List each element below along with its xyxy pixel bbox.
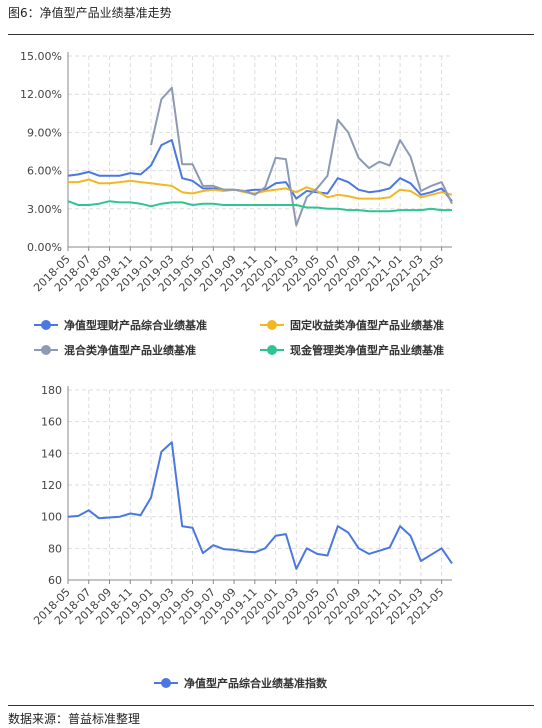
y-tick-label: 160 xyxy=(41,416,62,429)
legend-label: 固定收益类净值型产品业绩基准 xyxy=(290,318,444,332)
legend-item-cash[interactable]: 现金管理类净值型产品业绩基准 xyxy=(260,343,444,357)
legend-swatch-dot xyxy=(41,320,51,330)
bottom-rule xyxy=(8,705,534,706)
legend-item-index[interactable]: 净值型产品综合业绩基准指数 xyxy=(154,676,328,690)
chart-1: 0.00%3.00%6.00%9.00%12.00%15.00%2018-052… xyxy=(20,50,453,357)
y-tick-label: 0.00% xyxy=(27,241,62,254)
legend-label: 净值型产品综合业绩基准指数 xyxy=(184,676,328,690)
series-line-composite xyxy=(67,139,453,202)
y-tick-label: 60 xyxy=(48,574,62,587)
legend-label: 混合类净值型产品业绩基准 xyxy=(64,343,196,357)
legend-swatch-dot xyxy=(41,345,51,355)
source-note: 数据来源：普益标准整理 xyxy=(8,712,141,726)
y-tick-label: 9.00% xyxy=(27,126,62,139)
series-line-cash xyxy=(67,200,452,213)
legend-swatch-dot xyxy=(161,678,171,688)
series-line-index xyxy=(67,441,453,570)
y-tick-label: 15.00% xyxy=(20,50,62,63)
series-line-mixed xyxy=(150,86,453,227)
top-rule xyxy=(8,34,534,35)
legend-swatch-dot xyxy=(267,345,277,355)
legend-label: 净值型理财产品综合业绩基准 xyxy=(64,318,207,332)
y-tick-label: 3.00% xyxy=(27,203,62,216)
y-tick-label: 180 xyxy=(41,384,62,397)
y-tick-label: 80 xyxy=(48,542,62,555)
legend-item-mixed[interactable]: 混合类净值型产品业绩基准 xyxy=(34,343,196,357)
y-tick-label: 12.00% xyxy=(20,88,62,101)
series-line-fixed xyxy=(68,178,453,200)
legend-item-composite[interactable]: 净值型理财产品综合业绩基准 xyxy=(34,318,207,332)
figure-title: 图6：净值型产品业绩基准走势 xyxy=(8,6,172,20)
y-tick-label: 120 xyxy=(41,479,62,492)
y-tick-label: 6.00% xyxy=(27,165,62,178)
legend-label: 现金管理类净值型产品业绩基准 xyxy=(290,343,444,357)
legend-item-fixed[interactable]: 固定收益类净值型产品业绩基准 xyxy=(260,318,444,332)
legend-swatch-dot xyxy=(267,320,277,330)
y-tick-label: 140 xyxy=(41,447,62,460)
y-tick-label: 100 xyxy=(41,511,62,524)
chart-2: 60801001201401601802018-052018-072018-09… xyxy=(31,384,453,690)
